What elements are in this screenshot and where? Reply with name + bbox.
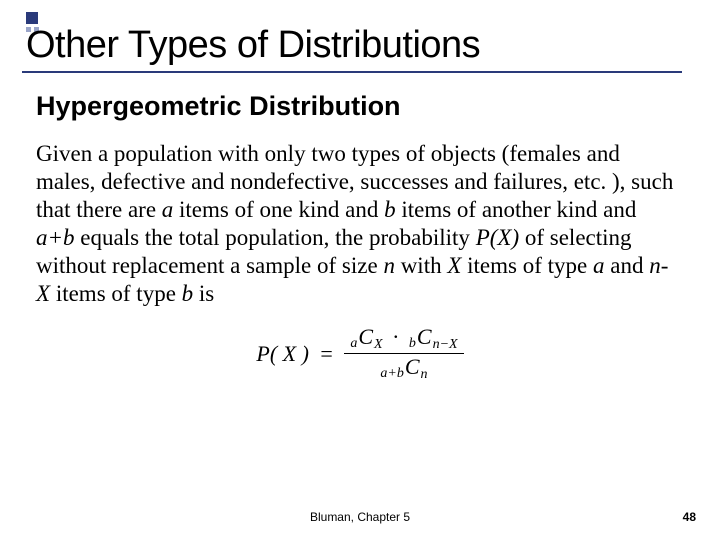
- title-rule: [22, 71, 682, 73]
- cdot: ·: [392, 324, 399, 349]
- formula-lhs: P( X ): [256, 341, 309, 367]
- sub-nminusx: n−X: [433, 337, 458, 352]
- combin-C: C: [405, 354, 420, 379]
- formula-fraction: aCX · bCn−X a+bCn: [344, 324, 463, 383]
- slide-footer: Bluman, Chapter 5: [0, 510, 720, 524]
- accent-square-large: [26, 12, 38, 24]
- formula-denominator: a+bCn: [344, 353, 463, 383]
- combin-C: C: [417, 324, 432, 349]
- presub-b: b: [409, 336, 416, 351]
- equals-sign: =: [320, 341, 332, 367]
- formula-block: P( X ) = aCX · bCn−X a+bCn: [26, 324, 694, 383]
- combin-C: C: [358, 324, 373, 349]
- presub-a: a: [350, 336, 357, 351]
- formula-numerator: aCX · bCn−X: [344, 324, 463, 353]
- slide-subtitle: Hypergeometric Distribution: [36, 91, 694, 122]
- presub-aplusb: a+b: [380, 366, 403, 381]
- page-number: 48: [683, 510, 696, 524]
- body-paragraph: Given a population with only two types o…: [36, 140, 676, 308]
- slide-title: Other Types of Distributions: [26, 24, 694, 67]
- sub-x: X: [374, 337, 383, 352]
- slide-content: Other Types of Distributions Hypergeomet…: [26, 24, 694, 383]
- sub-n: n: [421, 367, 428, 382]
